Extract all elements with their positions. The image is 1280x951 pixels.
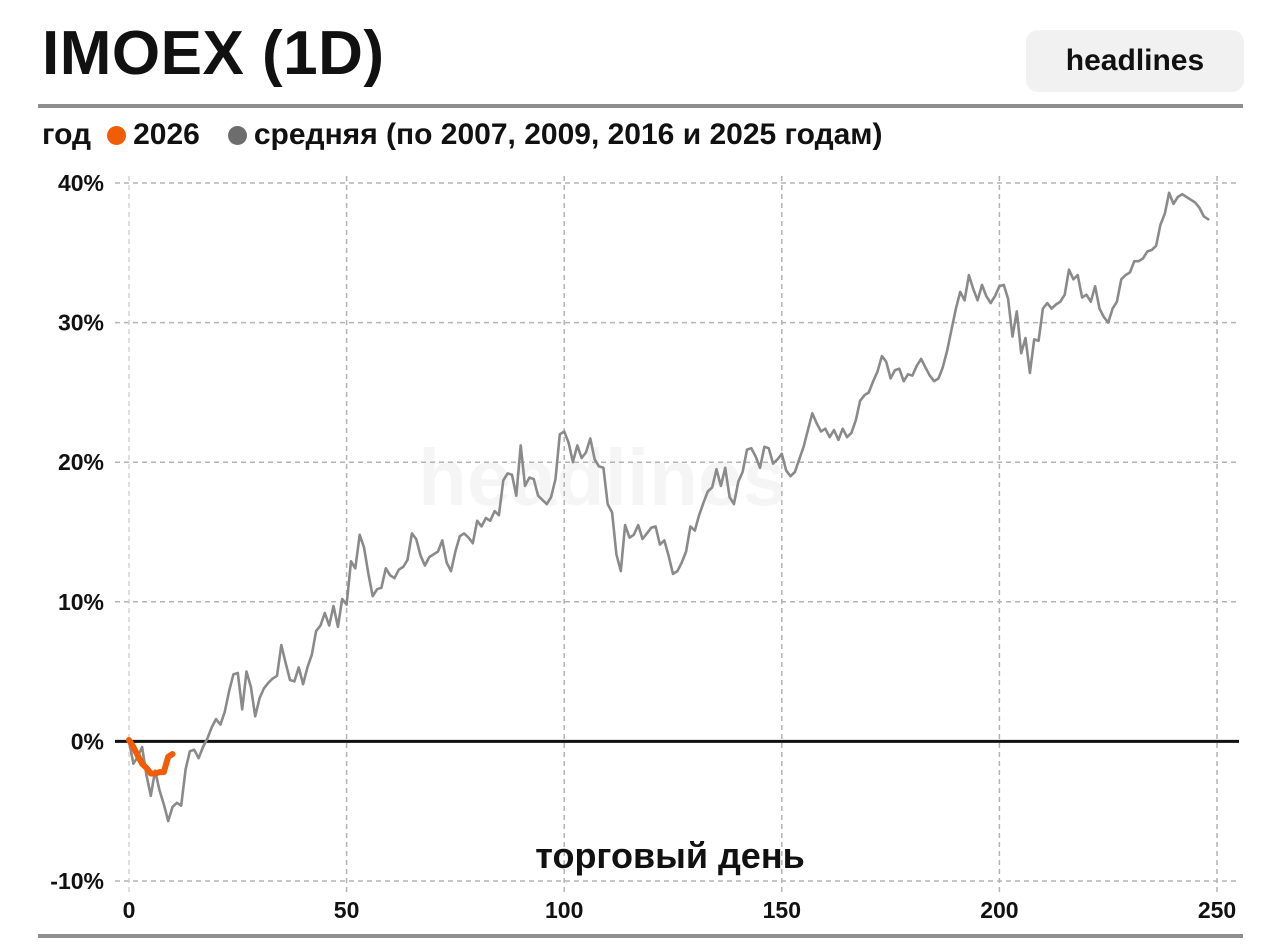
x-tick-label: 150: [763, 897, 801, 923]
x-tick-label: 250: [1198, 897, 1236, 923]
y-tick-label: 30%: [58, 310, 104, 336]
x-tick-label: 100: [545, 897, 583, 923]
grid-lines: [115, 176, 1237, 893]
legend-label-average: средняя (по 2007, 2009, 2016 и 2025 года…: [253, 118, 883, 151]
legend-prefix: год: [42, 118, 92, 151]
x-tick-label: 50: [334, 897, 360, 923]
legend-item-average: средняя (по 2007, 2009, 2016 и 2025 года…: [227, 118, 883, 152]
series-line-2026: [126, 737, 176, 777]
legend-marker-average: [227, 125, 247, 145]
legend-item-2026: 2026: [107, 118, 200, 152]
brand-badge: headlines: [1026, 30, 1244, 92]
legend: год 2026 средняя (по 2007, 2009, 2016 и …: [42, 118, 882, 152]
y-tick-label: -10%: [50, 868, 104, 894]
legend-label-2026: 2026: [133, 118, 200, 151]
chart-title: IMOEX (1D): [42, 19, 385, 88]
x-axis-label: торговый день: [535, 835, 804, 876]
watermark: headlines: [418, 433, 787, 522]
series-lines: [126, 191, 1210, 823]
y-tick-label: 0%: [71, 728, 104, 754]
axes: 40% 30% 20% 10% 0% -10% 0 50 100 150 200 250: [50, 170, 1239, 923]
y-tick-label: 40%: [58, 170, 104, 196]
series-line-average: [127, 191, 1210, 823]
legend-marker-2026: [107, 125, 127, 145]
x-tick-label: 0: [123, 897, 136, 923]
x-tick-label: 200: [980, 897, 1018, 923]
top-divider: [38, 104, 1243, 108]
y-tick-label: 10%: [58, 589, 104, 615]
bottom-divider: [38, 934, 1243, 938]
y-tick-label: 20%: [58, 449, 104, 475]
